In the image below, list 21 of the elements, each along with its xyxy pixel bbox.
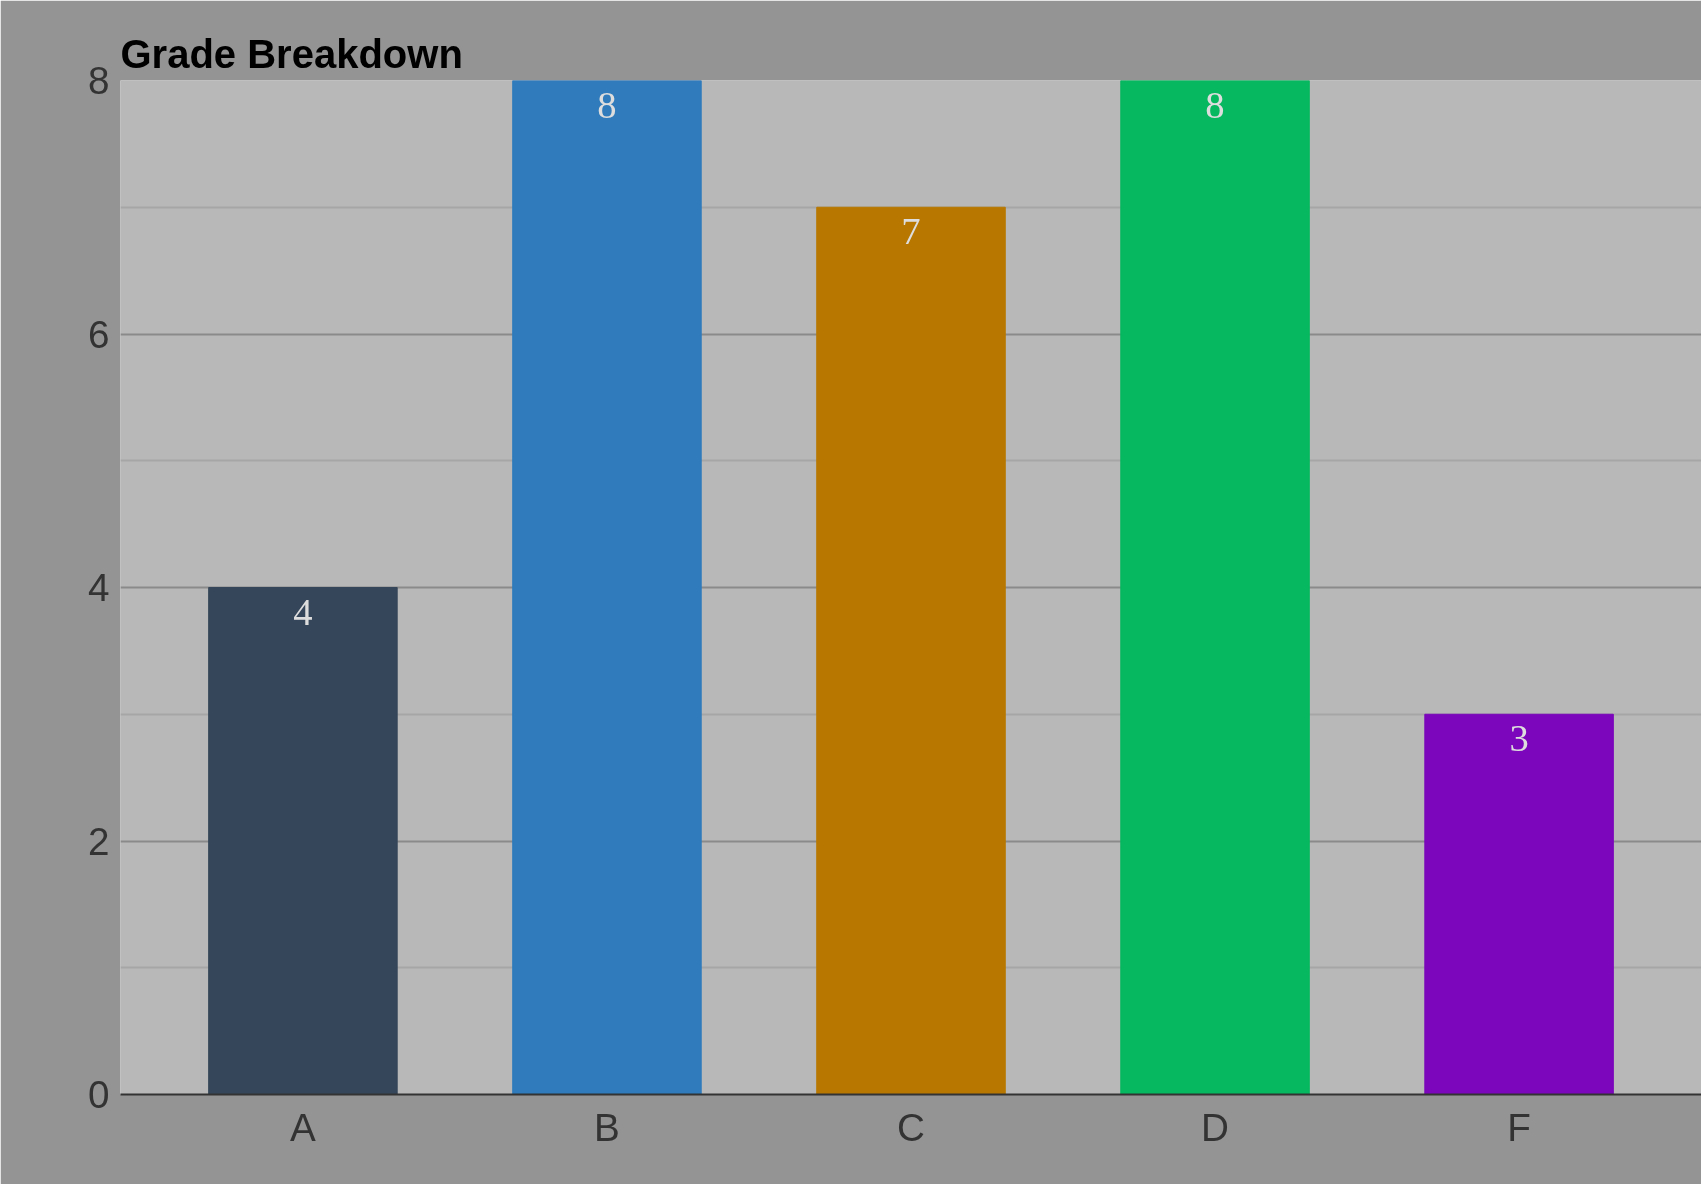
- data-label: 4: [293, 590, 313, 633]
- bar: [1120, 80, 1310, 1095]
- data-label: 3: [1509, 717, 1529, 760]
- bar: [512, 80, 702, 1095]
- x-tick-label: D: [1201, 1105, 1229, 1149]
- data-label: 8: [1205, 83, 1225, 126]
- bar: [816, 206, 1006, 1095]
- chart-title: Grade Breakdown: [120, 31, 463, 76]
- y-tick-label: 2: [88, 819, 110, 863]
- data-label: 7: [901, 210, 921, 253]
- bar: [208, 587, 398, 1095]
- y-tick-label: 8: [88, 59, 110, 102]
- y-tick-label: 0: [88, 1073, 110, 1116]
- bar: [1424, 713, 1614, 1095]
- x-tick-label: C: [897, 1105, 925, 1149]
- x-tick-label: B: [594, 1105, 620, 1149]
- x-tick-label: A: [290, 1105, 317, 1149]
- data-label: 8: [597, 83, 617, 126]
- y-tick-label: 4: [88, 566, 110, 609]
- x-tick-label: F: [1507, 1105, 1531, 1149]
- y-tick-label: 6: [88, 312, 110, 356]
